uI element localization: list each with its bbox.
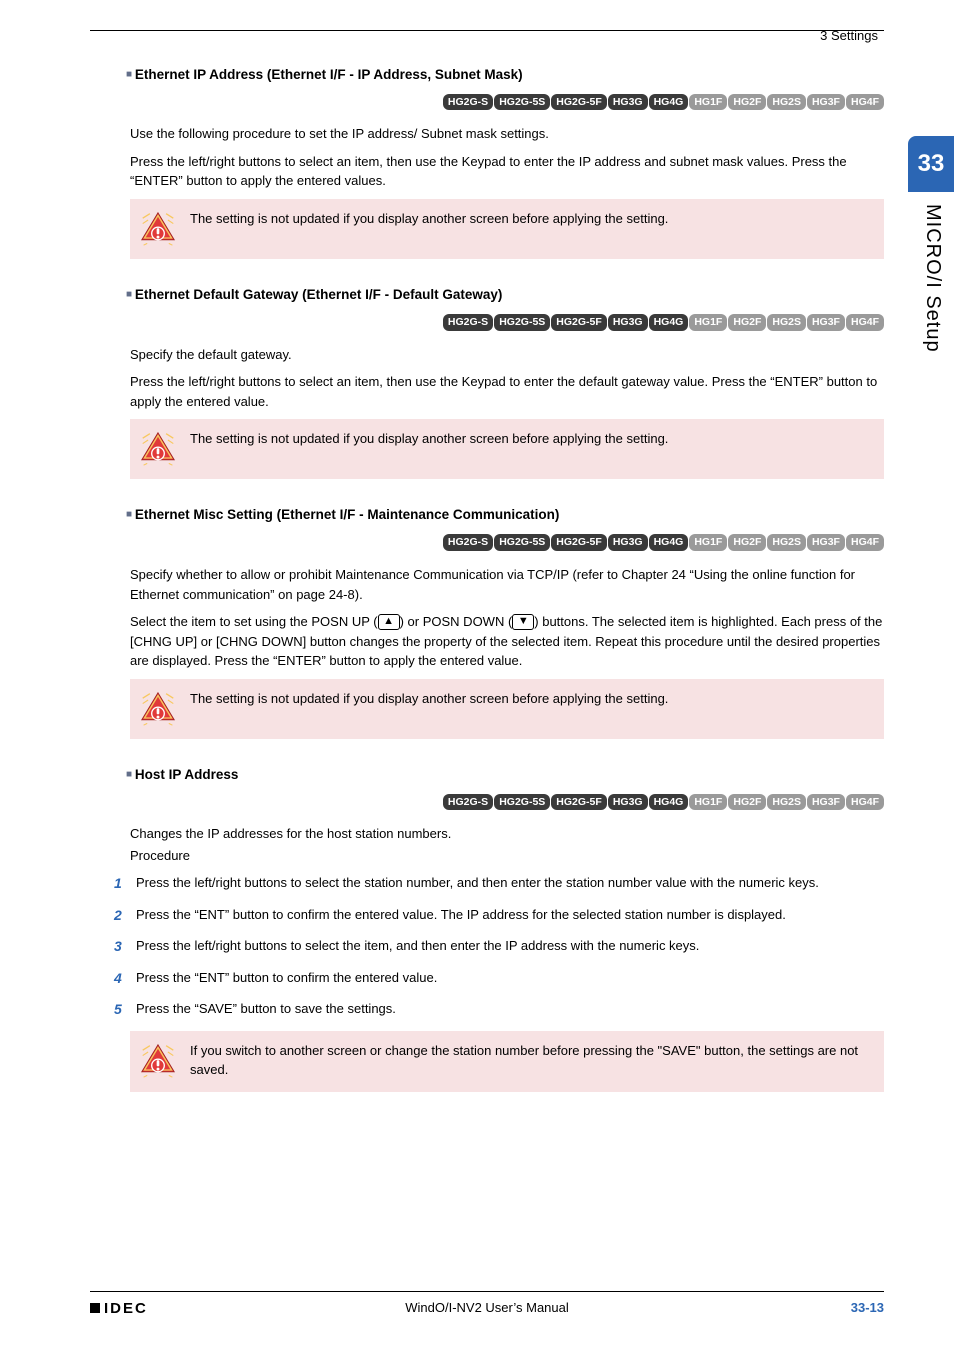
badge: HG2G-5S [494,534,550,551]
text-segment: ) or POSN DOWN ( [400,614,513,629]
up-arrow-key-icon: ▲ [378,614,400,630]
badge: HG4G [649,94,689,111]
main-content: Ethernet IP Address (Ethernet I/F - IP A… [130,65,884,1092]
procedure-step: Press the left/right buttons to select t… [114,873,884,893]
warning-text: The setting is not updated if you displa… [190,429,870,449]
badge-dim: HG2S [767,534,806,551]
warning-icon [140,1043,176,1079]
badge-dim: HG3F [807,534,845,551]
procedure-step: Press the “SAVE” button to save the sett… [114,999,884,1019]
badge: HG2G-S [443,534,493,551]
body-text: Changes the IP addresses for the host st… [130,824,884,844]
header-rule [90,30,884,31]
badge-dim: HG2S [767,94,806,111]
body-text: Use the following procedure to set the I… [130,124,884,144]
page-footer: IDEC WindO/I-NV2 User’s Manual 33-13 [90,1291,884,1321]
warning-note: The setting is not updated if you displa… [130,679,884,739]
chapter-label: MICRO/I Setup [908,192,954,365]
badge: HG3G [608,94,648,111]
badge-dim: HG1F [689,314,727,331]
badge: HG2G-5S [494,314,550,331]
badge-dim: HG2F [728,314,766,331]
section-title-host-ip: Host IP Address [126,765,884,785]
model-badges: HG2G-SHG2G-5SHG2G-5FHG3GHG4GHG1FHG2FHG2S… [130,311,884,331]
footer-page-number: 33-13 [851,1298,884,1318]
badge-dim: HG1F [689,794,727,811]
warning-note: The setting is not updated if you displa… [130,419,884,479]
badge-dim: HG4F [846,534,884,551]
badge: HG2G-S [443,314,493,331]
body-text: Specify whether to allow or prohibit Mai… [130,565,884,604]
badge-dim: HG1F [689,534,727,551]
badge: HG3G [608,534,648,551]
warning-icon [140,691,176,727]
badge: HG4G [649,534,689,551]
badge: HG2G-5S [494,94,550,111]
section-title-ip-address: Ethernet IP Address (Ethernet I/F - IP A… [126,65,884,85]
badge-dim: HG2S [767,794,806,811]
badge: HG2G-5S [494,794,550,811]
chapter-number: 33 [908,136,954,192]
badge: HG2G-5F [551,534,607,551]
procedure-step: Press the “ENT” button to confirm the en… [114,968,884,988]
procedure-step: Press the left/right buttons to select t… [114,936,884,956]
badge: HG4G [649,314,689,331]
warning-text: If you switch to another screen or chang… [190,1041,870,1080]
badge: HG2G-5F [551,794,607,811]
badge: HG2G-5F [551,314,607,331]
body-text: Procedure [130,846,884,866]
badge-dim: HG2F [728,534,766,551]
warning-note: If you switch to another screen or chang… [130,1031,884,1092]
badge-dim: HG1F [689,94,727,111]
text-segment: Select the item to set using the POSN UP… [130,614,378,629]
badge-dim: HG2F [728,94,766,111]
badge-dim: HG4F [846,94,884,111]
body-text: Select the item to set using the POSN UP… [130,612,884,671]
footer-doc-title: WindO/I-NV2 User’s Manual [90,1298,884,1318]
body-text: Press the left/right buttons to select a… [130,372,884,411]
body-text: Specify the default gateway. [130,345,884,365]
badge: HG3G [608,794,648,811]
warning-text: The setting is not updated if you displa… [190,689,870,709]
badge: HG3G [608,314,648,331]
section-title-default-gateway: Ethernet Default Gateway (Ethernet I/F -… [126,285,884,305]
badge-dim: HG2F [728,794,766,811]
badge: HG2G-5F [551,94,607,111]
badge-dim: HG3F [807,314,845,331]
chapter-side-tab: 33 MICRO/I Setup [908,136,954,365]
badge-dim: HG4F [846,314,884,331]
warning-text: The setting is not updated if you displa… [190,209,870,229]
badge: HG2G-S [443,94,493,111]
badge-dim: HG4F [846,794,884,811]
model-badges: HG2G-SHG2G-5SHG2G-5FHG3GHG4GHG1FHG2FHG2S… [130,531,884,551]
model-badges: HG2G-SHG2G-5SHG2G-5FHG3GHG4GHG1FHG2FHG2S… [130,791,884,811]
section-title-misc-setting: Ethernet Misc Setting (Ethernet I/F - Ma… [126,505,884,525]
down-arrow-key-icon: ▼ [512,614,534,630]
badge-dim: HG2S [767,314,806,331]
badge: HG2G-S [443,794,493,811]
warning-icon [140,211,176,247]
procedure-step: Press the “ENT” button to confirm the en… [114,905,884,925]
badge-dim: HG3F [807,794,845,811]
badge-dim: HG3F [807,94,845,111]
warning-note: The setting is not updated if you displa… [130,199,884,259]
badge: HG4G [649,794,689,811]
body-text: Press the left/right buttons to select a… [130,152,884,191]
model-badges: HG2G-SHG2G-5SHG2G-5FHG3GHG4GHG1FHG2FHG2S… [130,91,884,111]
procedure-list: Press the left/right buttons to select t… [114,873,884,1019]
warning-icon [140,431,176,467]
